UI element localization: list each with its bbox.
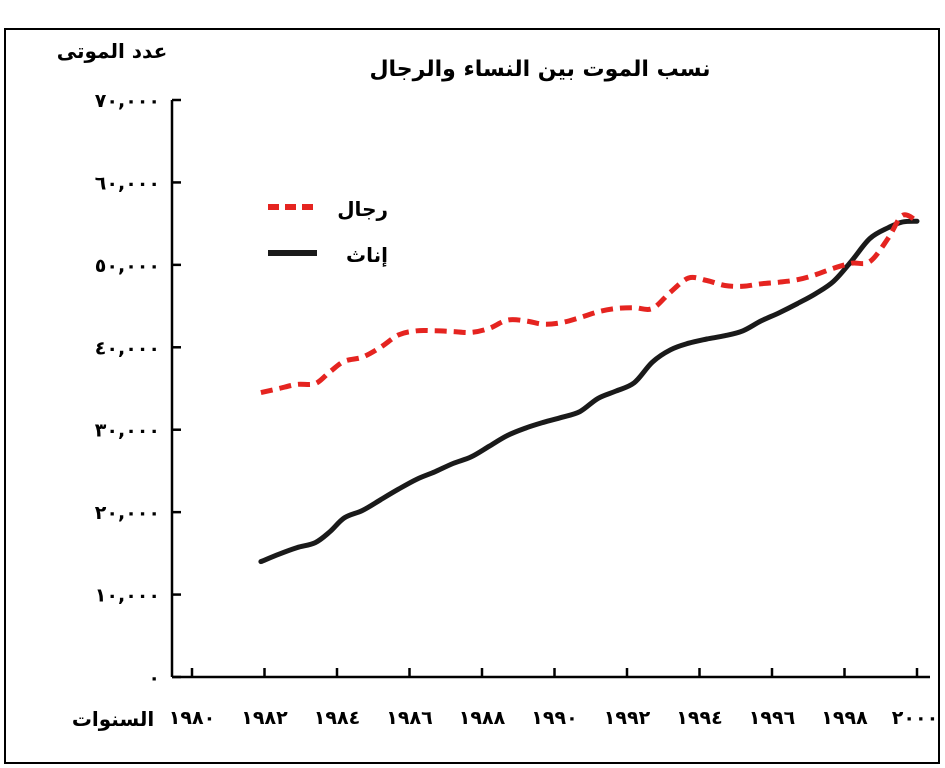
x-tick-label: ٢٠٠٠: [892, 707, 938, 729]
legend-label-women: إناث: [346, 243, 388, 267]
y-tick-label: ٧٠,٠٠٠: [95, 90, 160, 112]
y-tick-label: ٥٠,٠٠٠: [95, 255, 160, 277]
y-tick-label: ٢٠,٠٠٠: [95, 502, 160, 524]
x-tick-label: ١٩٩٠: [531, 707, 577, 729]
series-line-men: [260, 212, 919, 396]
legend-label-men: رجال: [337, 197, 388, 221]
x-tick-label: ١٩٨٨: [459, 707, 506, 729]
series-line-women: [258, 218, 920, 565]
y-tick-label: ٦٠,٠٠٠: [95, 172, 160, 194]
legend: رجال إناث: [268, 197, 388, 267]
y-tick-label: ٣٠,٠٠٠: [95, 420, 160, 442]
chart-title: نسب الموت بين النساء والرجال: [369, 57, 710, 82]
y-tick-label: ٠: [148, 667, 160, 689]
chart-frame: [4, 28, 940, 764]
x-ticks: ١٩٨٠ ١٩٨٢ ١٩٨٤ ١٩٨٦ ١٩٨٨ ١٩٩٠ ١٩٩٢ ١٩٩٤ ١٩٩٦ ١٩٩٨…: [169, 668, 938, 729]
y-ticks: ٠ ١٠,٠٠٠ ٢٠,٠٠٠ ٣٠,٠٠٠ ٤٠,٠٠٠ ٥٠,٠٠٠ ٦٠,٠٠٠ ٧٠,…: [95, 90, 181, 689]
x-tick-label: ١٩٩٢: [604, 707, 651, 729]
x-axis-label: السنوات: [72, 707, 154, 731]
x-tick-label: ١٩٨٤: [314, 707, 360, 729]
axes: [170, 100, 930, 679]
x-tick-label: ١٩٨٦: [386, 707, 432, 729]
x-tick-label: ١٩٩٨: [821, 707, 868, 729]
series-group: [258, 212, 920, 565]
x-tick-label: ١٩٨٢: [241, 707, 288, 729]
x-tick-label: ١٩٨٠: [169, 707, 215, 729]
x-tick-label: ١٩٩٦: [749, 707, 795, 729]
y-axis-label: عدد الموتى: [57, 39, 168, 63]
y-tick-label: ٤٠,٠٠٠: [95, 337, 160, 359]
x-tick-label: ١٩٩٤: [676, 707, 722, 729]
y-tick-label: ١٠,٠٠٠: [95, 585, 160, 607]
